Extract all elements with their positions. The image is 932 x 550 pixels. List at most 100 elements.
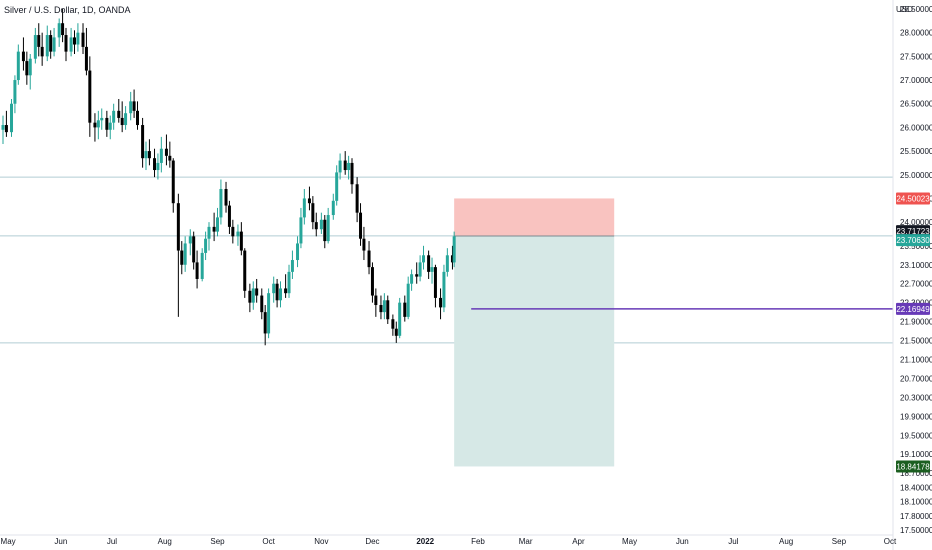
candle-body (49, 35, 53, 52)
candle-22 (88, 56, 92, 137)
time-tick-label: Jul (728, 537, 738, 546)
candle-49 (195, 250, 199, 289)
time-tick-label: May (622, 537, 637, 546)
candle-12 (49, 30, 53, 59)
candle-body (284, 288, 288, 294)
time-tick-label: Jun (676, 537, 689, 546)
chart-title: Silver / U.S. Dollar, 1D, OANDA (4, 5, 131, 15)
candle-body (335, 172, 339, 201)
candle-80 (319, 212, 323, 234)
price-badge-3: 22.16949 (896, 302, 930, 315)
short-position-tool[interactable] (454, 198, 615, 467)
candle-body (16, 51, 20, 81)
candle-75 (299, 207, 303, 249)
candle-67 (267, 288, 271, 339)
candle-body (180, 250, 184, 265)
candle-0 (1, 115, 5, 144)
price-tick-label: 19.50000 (900, 431, 932, 440)
candle-26 (105, 110, 109, 137)
price-tick-label: 27.00000 (900, 76, 932, 85)
take-profit-zone[interactable] (454, 236, 615, 467)
candle-8 (33, 27, 37, 64)
candle-65 (260, 288, 264, 320)
candle-20 (81, 23, 85, 54)
candle-104 (415, 262, 419, 284)
price-badge-2: 23.70630 (896, 234, 930, 247)
candle-32 (129, 91, 133, 121)
candle-body (338, 160, 342, 173)
candle-18 (73, 30, 77, 54)
candle-body (343, 160, 347, 171)
price-tick-label: 19.90000 (900, 412, 932, 421)
candle-23 (93, 113, 97, 142)
candle-body (323, 219, 327, 242)
candle-30 (120, 101, 124, 133)
candle-body (248, 290, 252, 303)
candle-body (442, 271, 446, 308)
candle-62 (248, 283, 252, 313)
price-tick-label: 20.30000 (900, 393, 932, 402)
price-tick-label: 28.50000 (900, 5, 932, 14)
candle-97 (386, 295, 390, 324)
candle-89 (355, 177, 359, 223)
candle-105 (418, 255, 422, 282)
candle-body (370, 267, 374, 296)
candle-body (52, 37, 56, 52)
candle-17 (69, 27, 73, 57)
candle-body (40, 46, 44, 57)
candle-81 (323, 215, 327, 249)
candle-93 (370, 262, 374, 303)
candle-body (69, 37, 73, 52)
candle-body (433, 267, 437, 298)
price-tick-label: 21.50000 (900, 337, 932, 346)
candle-body (147, 151, 151, 159)
candle-body (21, 51, 25, 62)
time-axis[interactable]: May Jun Jul Aug Sep Oct Nov Dec 2022 Feb Mar Apr May… (1, 537, 897, 546)
price-tick-label: 25.50000 (900, 147, 932, 156)
stop-loss-zone[interactable] (454, 198, 615, 237)
candle-73 (290, 250, 294, 279)
candle-body (243, 250, 247, 291)
candle-9 (37, 23, 41, 57)
candle-body (350, 162, 354, 185)
candle-42 (168, 141, 172, 168)
candle-56 (224, 181, 228, 213)
candle-body (302, 198, 306, 218)
price-axis[interactable]: 17.50000 17.80000 18.10000 18.40000 18.70000… (900, 5, 932, 535)
candlestick-series (1, 9, 456, 346)
candle-92 (367, 241, 371, 275)
candle-45 (180, 241, 184, 275)
price-badge-label: 23.70630 (896, 236, 930, 245)
candle-15 (61, 9, 65, 43)
price-tick-label: 17.80000 (900, 512, 932, 521)
candle-7 (28, 53, 32, 90)
candle-body (64, 35, 68, 52)
candle-110 (439, 288, 443, 320)
time-tick-label: Feb (471, 537, 485, 546)
candle-47 (188, 229, 192, 256)
candle-body (28, 58, 32, 76)
candle-96 (382, 293, 386, 320)
candle-body (57, 23, 61, 38)
candle-body (236, 231, 240, 237)
candle-body (299, 217, 303, 244)
candle-body (355, 184, 359, 213)
candle-body (141, 125, 145, 159)
candle-body (296, 243, 300, 261)
candle-34 (135, 101, 139, 130)
candle-body (204, 238, 208, 253)
time-tick-label: Mar (519, 537, 533, 546)
candle-113 (450, 245, 454, 270)
candle-53 (212, 212, 216, 242)
candle-63 (251, 281, 255, 310)
candle-body (450, 255, 454, 263)
candle-body (33, 35, 37, 59)
candle-37 (147, 139, 151, 166)
candle-29 (117, 98, 121, 123)
price-badge-bg (896, 460, 930, 473)
candle-13 (52, 27, 56, 57)
price-tick-label: 20.70000 (900, 374, 932, 383)
candle-body (76, 32, 80, 45)
candle-87 (347, 155, 351, 180)
candle-10 (40, 32, 44, 66)
